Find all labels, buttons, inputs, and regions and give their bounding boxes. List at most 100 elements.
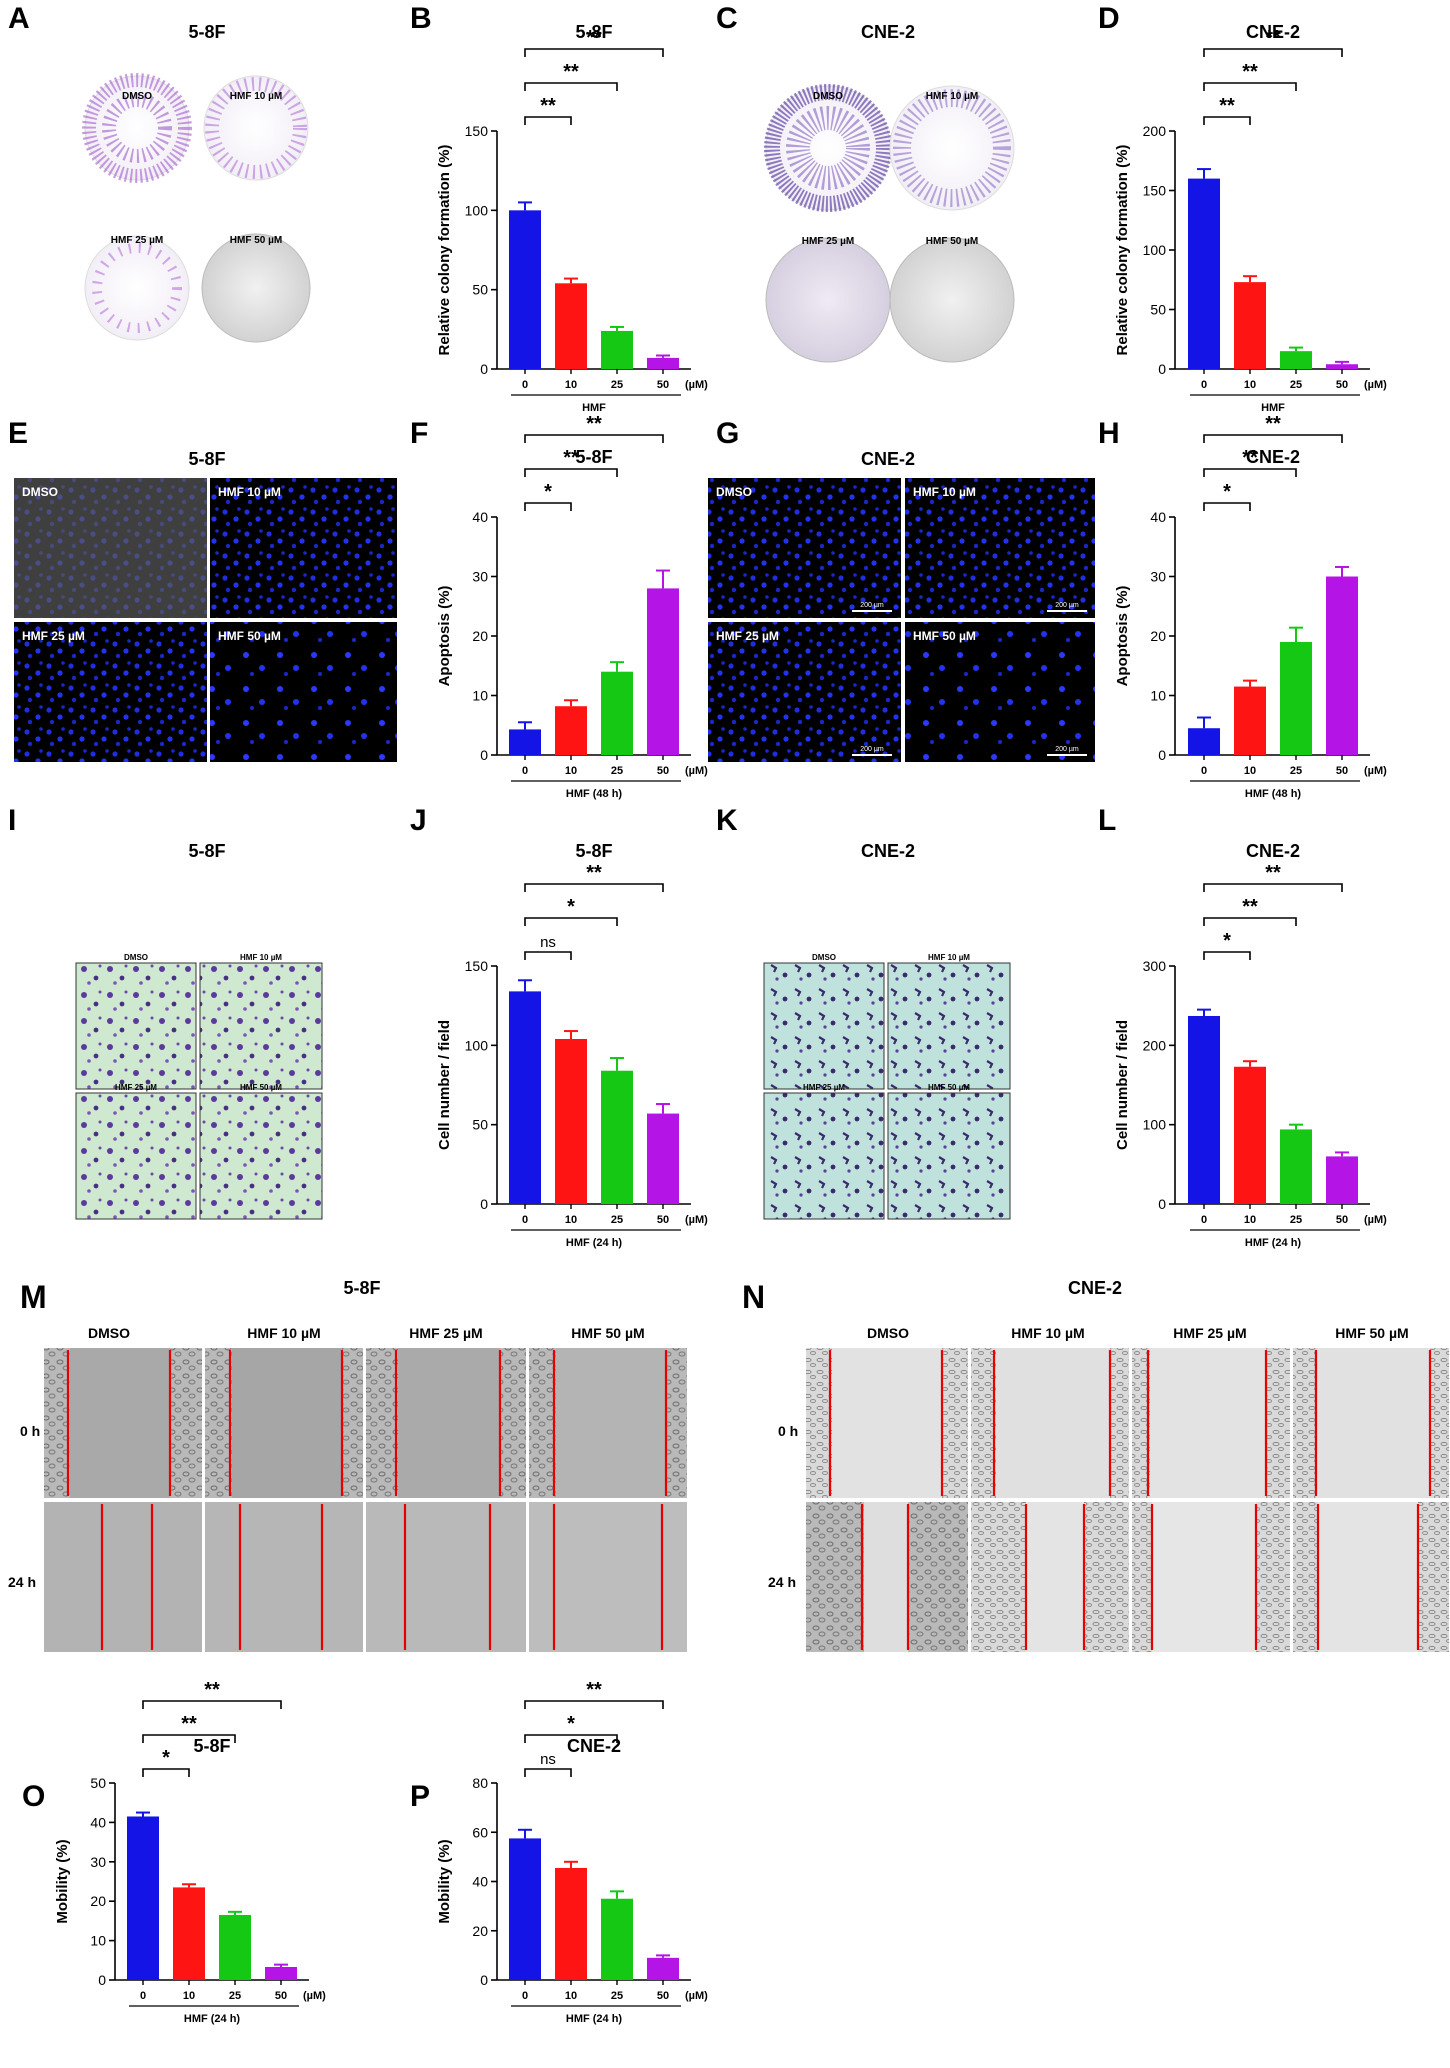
panel-letter: P (410, 1780, 430, 1813)
significance-label: ** (1265, 862, 1281, 884)
y-tick-label: 10 (1150, 688, 1166, 704)
colony-dots-hmf10 (205, 77, 307, 179)
y-tick-label: 300 (1143, 958, 1167, 974)
y-tick-label: 0 (1158, 747, 1166, 763)
y-axis-label: Cell number / field (1114, 1020, 1131, 1150)
significance-bracket (524, 951, 572, 960)
transwell-label-hmf25: HMF 25 µM (803, 1083, 845, 1092)
significance-label: ** (1242, 896, 1258, 918)
wound-col-hmf10: HMF 10 µM (1011, 1325, 1084, 1341)
panel-e: E 5-8F DMSO HMF 10 µM HMF 25 µM HMF 50 µ… (8, 417, 397, 762)
y-axis-label: Apoptosis (%) (1114, 586, 1131, 687)
panel-letter-m: M (20, 1279, 47, 1315)
bar-25 (601, 1898, 633, 1980)
x-tick-label: 0 (522, 765, 528, 777)
bar-0 (1188, 728, 1220, 755)
colony-dish-hmf50 (201, 233, 311, 343)
panel-letter-i: I (8, 804, 16, 837)
colony-dots-dmso-inner (786, 106, 870, 190)
significance-bracket (524, 82, 618, 91)
significance-label: * (1223, 930, 1231, 952)
fluor-image-hmf50 (905, 622, 1095, 762)
panel-letter: H (1098, 417, 1120, 450)
y-axis-label: Relative colony formation (%) (436, 145, 453, 356)
fluor-label-dmso: DMSO (22, 485, 58, 499)
x-unit-label: (µM) (685, 765, 708, 777)
panel-letter-g: G (716, 417, 739, 450)
y-tick-label: 0 (98, 1972, 106, 1988)
x-tick-label: 25 (229, 1990, 241, 2002)
bar-50 (265, 1966, 297, 1980)
wound-col-dmso: DMSO (88, 1325, 130, 1341)
x-axis-label: HMF (582, 402, 606, 414)
panel-letter-k: K (716, 804, 738, 837)
transwell-image-dmso (763, 962, 885, 1090)
significance-bracket (524, 1768, 572, 1777)
significance-bracket (142, 1734, 236, 1743)
significance-bracket (524, 116, 572, 125)
bar-0 (1188, 1015, 1220, 1204)
bar-0 (1188, 178, 1220, 369)
transwell-label-dmso: DMSO (812, 953, 836, 962)
x-axis-label: HMF (24 h) (566, 2013, 623, 2025)
bar-50 (647, 1113, 679, 1204)
x-tick-label: 0 (140, 1990, 146, 2002)
x-tick-label: 10 (1244, 1214, 1256, 1226)
fluor-label-hmf50: HMF 50 µM (218, 629, 281, 643)
bar-50 (647, 1957, 679, 1980)
bar-0 (127, 1816, 159, 1980)
bar-10 (555, 1038, 587, 1204)
y-tick-label: 200 (1143, 1037, 1167, 1053)
panel-a-title: 5-8F (188, 22, 225, 42)
panel-letter-e: E (8, 417, 28, 450)
chart-title: CNE-2 (1246, 841, 1300, 861)
fluor-label-dmso: DMSO (716, 485, 752, 499)
bar-50 (647, 357, 679, 369)
y-axis-label: Mobility (%) (436, 1839, 453, 1923)
panel-letter-n: N (742, 1279, 765, 1315)
panel-n-title: CNE-2 (1068, 1278, 1122, 1298)
chart-title: 5-8F (575, 447, 612, 467)
x-tick-label: 25 (611, 379, 623, 391)
x-tick-label: 10 (565, 1990, 577, 2002)
x-tick-label: 10 (565, 765, 577, 777)
significance-label: * (567, 896, 575, 918)
bar-25 (1280, 351, 1312, 369)
significance-bracket (142, 1768, 190, 1777)
panel-letter: L (1098, 804, 1116, 837)
y-tick-label: 200 (1143, 123, 1167, 139)
wound-images-0h (44, 1348, 687, 1498)
chart-title: CNE-2 (1246, 447, 1300, 467)
bar-25 (1280, 641, 1312, 755)
wound-edge-lines (828, 1350, 1432, 1650)
scale-bar-3: 200 µm (852, 746, 892, 756)
fluor-image-dmso (14, 478, 207, 618)
significance-bracket (524, 502, 572, 511)
bar-10 (1234, 686, 1266, 755)
bar-50 (647, 588, 679, 755)
y-tick-label: 40 (472, 1874, 488, 1890)
fluor-label-hmf25: HMF 25 µM (22, 629, 85, 643)
y-tick-label: 150 (1143, 183, 1167, 199)
svg-text:200 µm: 200 µm (1055, 746, 1079, 753)
bar-25 (219, 1914, 251, 1980)
x-tick-label: 10 (565, 379, 577, 391)
panel-c: C CNE-2 DMSO HMF 10 µM HMF 25 µM HMF 50 … (716, 2, 1015, 363)
y-tick-label: 150 (465, 123, 489, 139)
y-tick-label: 0 (480, 1196, 488, 1212)
bar-10 (555, 283, 587, 369)
significance-label: ** (204, 1679, 220, 1701)
colony-dish-hmf25 (765, 237, 891, 363)
fluor-image-hmf10 (210, 478, 397, 618)
panel-a: A 5-8F DMSO HMF 10 µM HMF 25 µM HMF 50 µ… (8, 2, 311, 343)
y-tick-label: 30 (90, 1854, 106, 1870)
panel-c-title: CNE-2 (861, 22, 915, 42)
x-axis-label: HMF (48 h) (1245, 788, 1302, 800)
x-tick-label: 0 (1201, 379, 1207, 391)
wound-col-dmso: DMSO (867, 1325, 909, 1341)
colony-dots-hmf10 (893, 89, 1011, 207)
y-tick-label: 80 (472, 1775, 488, 1791)
y-tick-label: 20 (472, 1923, 488, 1939)
significance-bracket (1203, 951, 1251, 960)
panel-letter-c: C (716, 2, 738, 35)
